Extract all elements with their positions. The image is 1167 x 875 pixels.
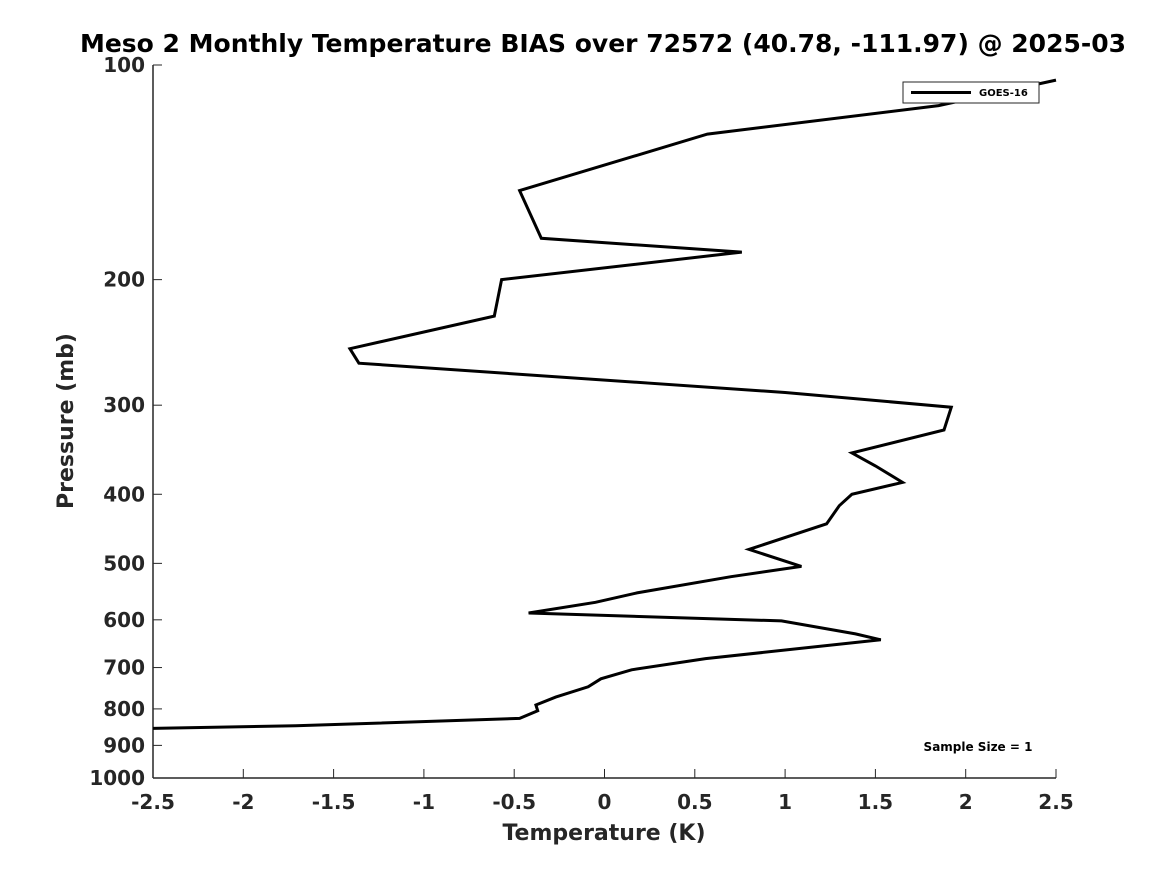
x-tick-label: 1	[778, 790, 792, 814]
x-tick-label: -2.5	[131, 790, 175, 814]
y-tick-label: 500	[103, 551, 145, 575]
y-tick-label: 200	[103, 268, 145, 292]
x-tick-label: -2	[232, 790, 254, 814]
y-axis-ticks: 100 200 300 400 500 600 700 800 900 1000	[89, 53, 162, 790]
legend-label: GOES-16	[979, 88, 1028, 99]
plot-area	[153, 65, 1056, 778]
sample-size-annotation: Sample Size = 1	[924, 740, 1033, 754]
x-axis-ticks: -2.5 -2 -1.5 -1 -0.5 0 0.5 1 1.5 2 2.5	[131, 769, 1074, 814]
y-tick-label: 600	[103, 608, 145, 632]
y-tick-label: 900	[103, 733, 145, 757]
x-tick-label: 0	[598, 790, 612, 814]
y-tick-label: 700	[103, 656, 145, 680]
x-tick-label: -1	[413, 790, 435, 814]
series-line	[152, 78, 1057, 730]
series-layer	[152, 78, 1057, 730]
x-tick-label: 1.5	[858, 790, 893, 814]
x-tick-label: 0.5	[677, 790, 712, 814]
x-tick-label: 2.5	[1038, 790, 1073, 814]
x-tick-label: -0.5	[492, 790, 536, 814]
legend: GOES-16	[902, 81, 1040, 104]
x-tick-label: -1.5	[312, 790, 356, 814]
y-tick-label: 1000	[89, 766, 145, 790]
y-axis-label: Pressure (mb)	[54, 333, 79, 509]
chart-title: Meso 2 Monthly Temperature BIAS over 725…	[80, 29, 1126, 58]
y-tick-label: 800	[103, 697, 145, 721]
x-axis-label: Temperature (K)	[502, 821, 705, 846]
y-tick-label: 300	[103, 393, 145, 417]
x-tick-label: 2	[959, 790, 973, 814]
y-tick-label: 100	[103, 53, 145, 77]
y-tick-label: 400	[103, 482, 145, 506]
